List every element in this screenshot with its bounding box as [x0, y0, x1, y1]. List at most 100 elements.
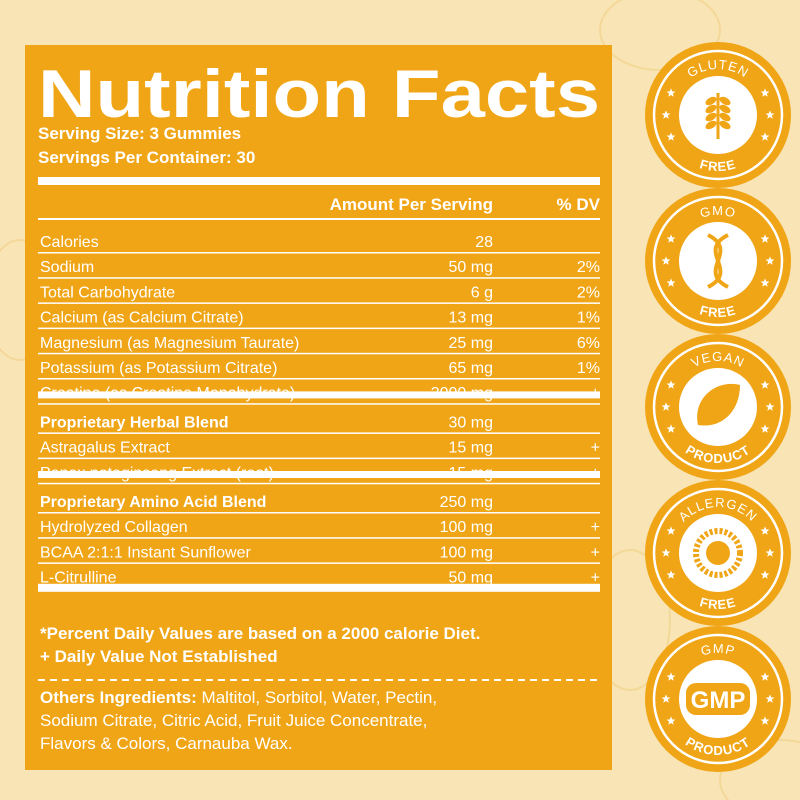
star	[666, 526, 676, 535]
row-amount: 100 mg	[440, 519, 493, 536]
badge-top-text: VEGAN	[689, 349, 748, 370]
star	[765, 110, 775, 119]
rule	[38, 352, 600, 355]
row-amount: 250 mg	[440, 494, 493, 511]
serving-size: Serving Size: 3 Gummies	[38, 124, 241, 143]
star	[666, 380, 676, 389]
rule	[38, 457, 600, 460]
row-name: Magnesium (as Magnesium Taurate)	[40, 335, 299, 352]
row-name: Sodium	[40, 259, 94, 276]
row-dv: +	[591, 440, 600, 457]
badge-bottom-text: FREE	[698, 594, 737, 612]
row-amount: 50 mg	[449, 259, 493, 276]
icon-dna	[707, 233, 729, 289]
badge-ring	[652, 195, 784, 327]
row-dv: 6%	[577, 335, 600, 352]
badge-top: VEGAN	[689, 349, 747, 370]
badge-ring	[652, 49, 784, 181]
row-dv: 2%	[577, 259, 600, 276]
rule	[38, 432, 600, 434]
badge: GMO FREE	[645, 188, 791, 334]
row-amount: 28	[475, 234, 493, 251]
row-amount: 30 mg	[449, 414, 493, 431]
badge-top: GMP	[699, 641, 736, 659]
badge-bottom: FREE	[698, 594, 736, 612]
row-amount: 100 mg	[440, 544, 493, 561]
star	[760, 424, 770, 433]
icon-leaf	[697, 383, 740, 426]
icon-allergen-core	[706, 541, 730, 565]
star	[760, 672, 770, 681]
rule	[38, 512, 600, 514]
badge-top-text: GLUTEN	[684, 57, 751, 81]
icon-grain	[719, 112, 731, 122]
star	[765, 256, 775, 265]
star	[765, 694, 775, 703]
icon-grain	[705, 104, 717, 114]
icon-grain	[705, 112, 717, 122]
star	[760, 132, 770, 141]
thick-rule	[38, 583, 600, 592]
row-dv: 1%	[577, 310, 600, 327]
rule	[38, 252, 600, 254]
badge-bottom-text: FREE	[698, 156, 737, 174]
row-amount: 50 mg	[449, 570, 493, 587]
star	[666, 132, 676, 141]
row-dv: +	[591, 570, 600, 587]
rule	[38, 277, 600, 279]
row-name: BCAA 2:1:1 Instant Sunflower	[40, 544, 251, 561]
row-name: Proprietary Amino Acid Blend	[40, 494, 266, 511]
badge-top-text: GMO	[698, 203, 737, 221]
star	[760, 570, 770, 579]
thick-rule	[38, 471, 600, 478]
ingredients-label: Others Ingredients:	[40, 688, 197, 707]
star	[661, 694, 671, 703]
badge-bottom: FREE	[698, 302, 736, 320]
row-dv: 1%	[577, 360, 600, 377]
row-amount: 65 mg	[449, 360, 493, 377]
row-name: Astragalus Extract	[40, 440, 170, 457]
star	[661, 110, 671, 119]
star	[666, 88, 676, 97]
badge-top: GLUTEN	[684, 57, 750, 81]
badge-bottom: FREE	[698, 156, 736, 174]
ingredients-line: Others Ingredients: Maltitol, Sorbitol, …	[40, 688, 437, 707]
star	[661, 256, 671, 265]
star	[661, 548, 671, 557]
footnote: *Percent Daily Values are based on a 200…	[40, 624, 480, 643]
star	[760, 234, 770, 243]
icon-allergen	[693, 528, 743, 578]
thick-rule	[38, 391, 600, 399]
row-name: Potassium (as Potassium Citrate)	[40, 360, 277, 377]
icon-grain	[705, 96, 717, 106]
ingredients-text: Maltitol, Sorbitol, Water, Pectin,	[202, 688, 438, 707]
header-dv: % DV	[557, 195, 601, 214]
rule	[38, 562, 600, 564]
footnote: + Daily Value Not Established	[40, 647, 278, 666]
row-amount: 15 mg	[449, 440, 493, 457]
rule	[38, 218, 600, 220]
row-name: Hydrolyzed Collagen	[40, 519, 188, 536]
icon-grain	[719, 104, 731, 114]
star	[666, 424, 676, 433]
row-dv: 2%	[577, 284, 600, 301]
star	[666, 278, 676, 287]
title: Nutrition Facts	[38, 56, 600, 132]
star	[760, 716, 770, 725]
row-name: Calcium (as Calcium Citrate)	[40, 310, 244, 327]
rule	[38, 378, 600, 380]
star	[666, 234, 676, 243]
star	[765, 402, 775, 411]
star	[765, 548, 775, 557]
ingredients-text: Flavors & Colors, Carnauba Wax.	[40, 734, 293, 753]
badge-ring	[652, 633, 784, 765]
icon-stem	[716, 93, 720, 139]
ingredients-line: Sodium Citrate, Citric Acid, Fruit Juice…	[40, 711, 427, 730]
rule	[38, 327, 600, 330]
rule	[38, 302, 600, 304]
